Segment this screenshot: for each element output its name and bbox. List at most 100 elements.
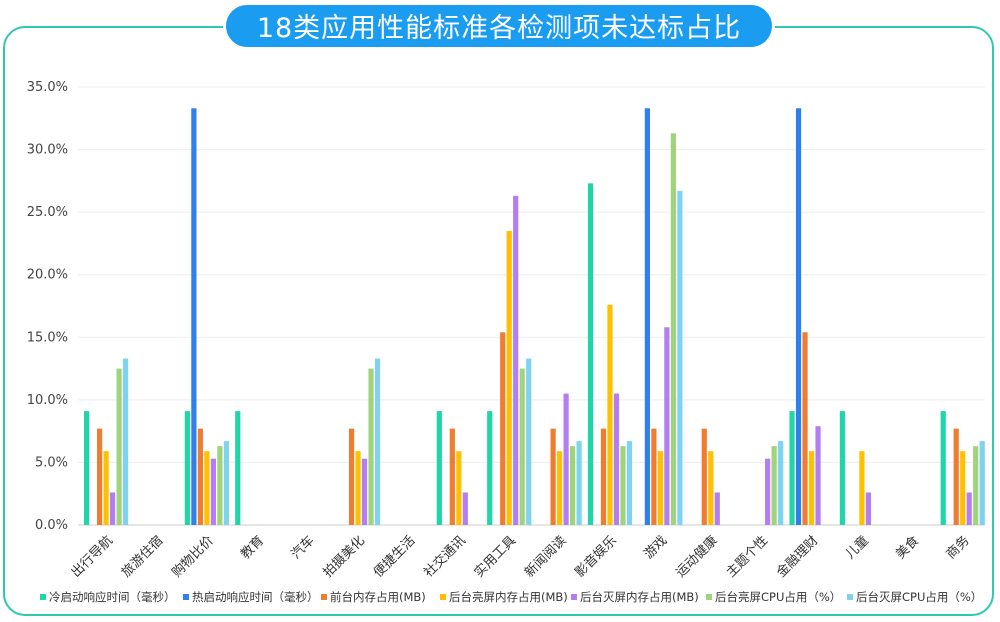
bar: [550, 428, 556, 525]
y-tick-label: 15.0%: [27, 330, 68, 345]
y-axis: 0.0% 5.0% 10.0% 15.0% 20.0% 25.0% 30.0% 35.0%: [27, 80, 68, 533]
bar: [184, 411, 190, 525]
bar: [116, 368, 122, 525]
category-label: 社交通讯: [421, 533, 469, 581]
category-label: 儿童: [842, 533, 872, 563]
bar: [708, 451, 714, 525]
chart-title: 18类应用性能标准各检测项未达标占比: [223, 2, 775, 50]
bar: [487, 411, 493, 525]
bar: [701, 428, 707, 525]
bar: [223, 441, 229, 525]
bar: [235, 411, 241, 525]
bar: [462, 492, 468, 525]
bar: [526, 358, 532, 525]
y-tick-label: 10.0%: [27, 393, 68, 408]
bar: [714, 492, 720, 525]
y-tick-label: 30.0%: [27, 143, 68, 158]
bar: [110, 492, 116, 525]
category-label: 主题个性: [724, 533, 771, 580]
legend-label: 后台灭屏内存占用(MB): [580, 590, 699, 604]
bar: [664, 327, 670, 525]
bar: [808, 451, 815, 525]
bar: [620, 446, 626, 525]
legend-swatch: [40, 594, 46, 600]
legend-label: 冷启动响应时间（毫秒）: [49, 590, 176, 604]
y-tick-label: 20.0%: [27, 268, 68, 283]
bar: [97, 428, 103, 525]
legend-swatch: [440, 594, 446, 600]
legend-label: 后台亮屏内存占用(MB): [449, 590, 568, 604]
bar: [865, 492, 872, 525]
legend-swatch: [321, 594, 327, 600]
bar: [123, 358, 129, 525]
bar: [651, 428, 657, 525]
bar: [84, 411, 90, 525]
bar: [368, 368, 374, 525]
bar: [449, 428, 455, 525]
legend: 冷启动响应时间（毫秒） 热启动响应时间（毫秒） 前台内存占用(MB) 后台亮屏内存占用…: [40, 590, 982, 604]
bar: [348, 428, 355, 525]
legend-swatch: [706, 594, 712, 600]
bar: [500, 332, 506, 525]
y-tick-label: 35.0%: [27, 80, 68, 95]
bar: [765, 458, 771, 525]
category-label: 运动健康: [673, 533, 721, 581]
legend-swatch: [571, 594, 577, 600]
bars: [84, 108, 985, 526]
bar: [607, 304, 613, 525]
bar: [960, 451, 966, 525]
bar: [197, 428, 203, 525]
bar: [506, 230, 512, 525]
bar: [576, 441, 582, 525]
bar: [613, 393, 620, 525]
bar: [973, 446, 979, 525]
bar: [587, 183, 594, 526]
bar: [940, 411, 946, 525]
bar: [600, 428, 607, 525]
bar: [570, 446, 576, 525]
bar: [839, 411, 846, 525]
bar: [436, 411, 442, 525]
category-label: 金融理财: [773, 533, 821, 581]
bar: [210, 458, 216, 525]
category-label: 影音娱乐: [572, 533, 620, 581]
category-label: 美食: [893, 533, 923, 563]
legend-swatch: [847, 594, 853, 600]
y-tick-label: 25.0%: [27, 205, 68, 220]
legend-label: 后台灭屏CPU占用（%）: [856, 590, 982, 604]
bar: [677, 190, 683, 525]
legend-label: 前台内存占用(MB): [330, 590, 426, 604]
bar: [771, 446, 777, 525]
category-label: 教育: [237, 533, 267, 563]
bar: [778, 441, 784, 525]
bar: [456, 451, 462, 525]
category-label: 汽车: [288, 533, 318, 563]
bar: [557, 451, 563, 525]
bar: [859, 451, 865, 525]
bar: [563, 393, 569, 525]
x-axis: 出行导航 旅游住宿 购物比价 教育 汽车 拍摄美化 便捷生活 社交通讯 实用工具 新闻阅读 影音娱乐…: [68, 533, 973, 581]
bar: [626, 441, 633, 525]
category-label: 实用工具: [472, 533, 519, 580]
bar: [657, 451, 663, 525]
legend-label: 后台亮屏CPU占用（%）: [715, 590, 841, 604]
bar: [802, 332, 808, 525]
gridlines: [78, 86, 985, 526]
category-label: 旅游住宿: [118, 533, 166, 581]
category-label: 拍摄美化: [321, 533, 368, 580]
bar: [191, 108, 197, 525]
category-label: 游戏: [641, 533, 670, 562]
bar: [953, 428, 959, 525]
bar: [217, 446, 223, 525]
category-label: 商务: [943, 533, 973, 563]
bar: [670, 133, 676, 525]
bar: [374, 358, 381, 525]
bar: [795, 108, 802, 525]
category-label: 购物比价: [169, 533, 217, 581]
category-label: 新闻阅读: [521, 533, 569, 581]
y-tick-label: 0.0%: [35, 518, 68, 533]
bar: [979, 441, 985, 525]
bar: [361, 458, 368, 525]
bar: [204, 451, 210, 525]
